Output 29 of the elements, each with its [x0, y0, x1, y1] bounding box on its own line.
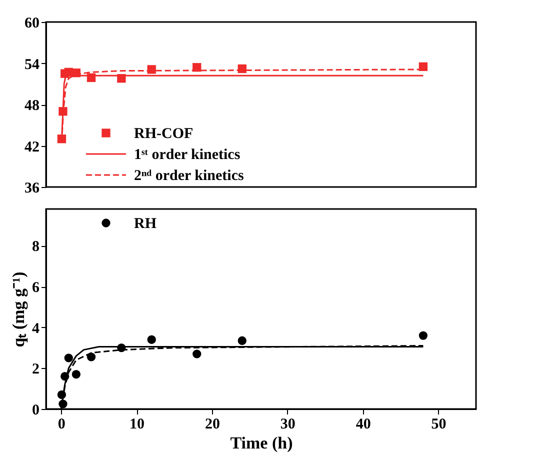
- point: [72, 370, 81, 379]
- point: [418, 331, 428, 340]
- x-axis-title: Time (h): [230, 434, 293, 452]
- y-tick-label: 60: [24, 16, 40, 32]
- y-tick-label: 54: [24, 56, 40, 73]
- x-tick-label: 30: [280, 416, 296, 432]
- y-tick-label: 48: [24, 98, 40, 114]
- legend-label: RH: [134, 216, 157, 232]
- y-axis-title: qₜ (mg g⁻¹): [9, 272, 28, 348]
- legend-label: 2ⁿᵈ order kinetics: [134, 168, 244, 184]
- x-tick-label: 50: [431, 416, 446, 432]
- legend-label: RH-COF: [134, 126, 194, 142]
- y-tick-label: 0: [32, 402, 40, 418]
- y-tick-label: 6: [32, 280, 40, 296]
- y-tick-label: 8: [32, 239, 40, 256]
- x-tick-label: 20: [204, 416, 220, 432]
- x-tick-label: 0: [58, 416, 66, 432]
- point: [147, 335, 156, 344]
- x-tick-label: 40: [356, 416, 371, 432]
- point: [192, 350, 202, 358]
- x-tick-label: 10: [130, 416, 145, 432]
- y-tick-label: 42: [24, 139, 40, 156]
- y-tick-label: 4: [32, 320, 40, 337]
- point: [238, 336, 246, 345]
- point: [147, 65, 156, 74]
- legend-label: 1ˢᵗ order kinetics: [134, 147, 240, 163]
- y-tick-label: 36: [24, 180, 40, 196]
- y-tick-label: 2: [32, 362, 40, 378]
- point: [64, 354, 73, 362]
